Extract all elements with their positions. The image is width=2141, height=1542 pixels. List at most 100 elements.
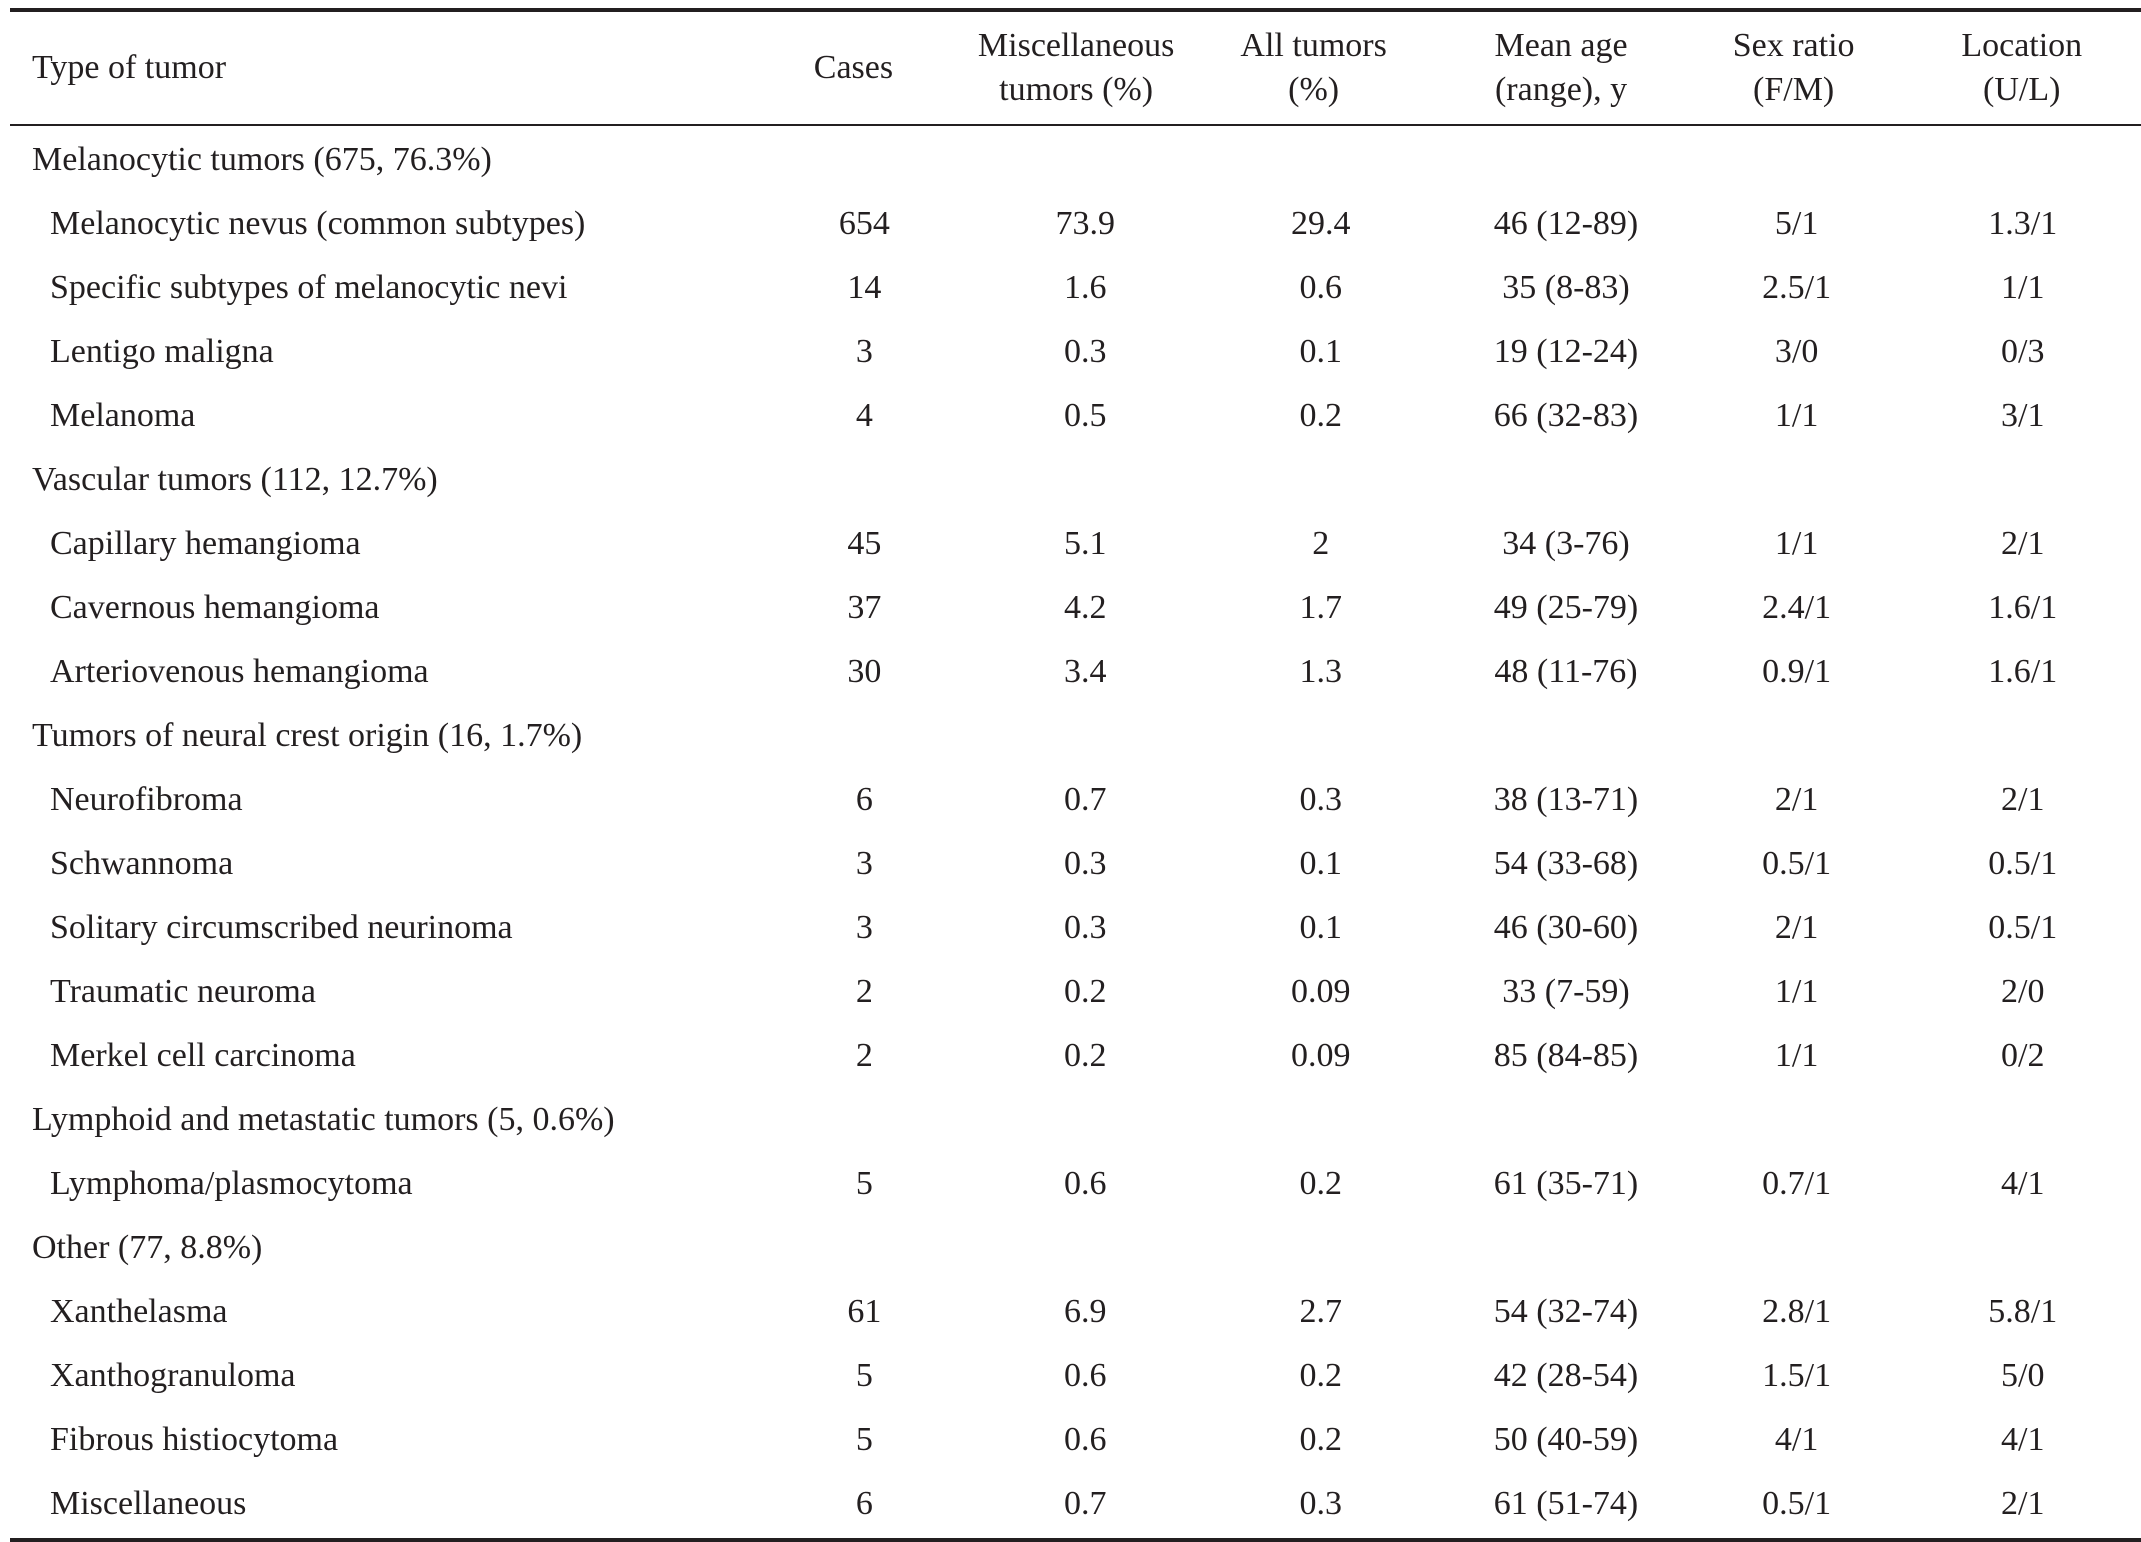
cell-sex-ratio: 1/1 (1689, 396, 1905, 436)
cell-mean-age: 49 (25-79) (1443, 588, 1688, 628)
cell-misc-pct: 0.6 (972, 1420, 1198, 1460)
cell-mean-age: 46 (12-89) (1443, 204, 1688, 244)
cell-sex-ratio: 0.9/1 (1689, 652, 1905, 692)
header-all: All tumors (%) (1190, 24, 1437, 112)
cell-cases: 654 (756, 204, 972, 244)
cell-misc-pct: 0.6 (972, 1164, 1198, 1204)
header-age-line2: (range), y (1437, 68, 1684, 112)
cell-mean-age: 46 (30-60) (1443, 908, 1688, 948)
table-header: Type of tumor Cases Miscellaneous tumors… (10, 12, 2141, 124)
cell-misc-pct: 0.3 (972, 844, 1198, 884)
cell-cases: 4 (756, 396, 972, 436)
cell-all-pct: 0.09 (1198, 1036, 1443, 1076)
cell-location: 0.5/1 (1905, 908, 2141, 948)
cell-location: 0/3 (1905, 332, 2141, 372)
group-title: Lymphoid and metastatic tumors (5, 0.6%) (10, 1100, 615, 1140)
cell-all-pct: 2 (1198, 524, 1443, 564)
header-age: Mean age (range), y (1437, 24, 1684, 112)
cell-misc-pct: 0.7 (972, 780, 1198, 820)
cell-tumor-type: Lymphoma/plasmocytoma (10, 1164, 756, 1204)
header-all-line2: (%) (1190, 68, 1437, 112)
group-header-row: Other (77, 8.8%) (10, 1216, 2141, 1280)
cell-mean-age: 54 (33-68) (1443, 844, 1688, 884)
cell-tumor-type: Miscellaneous (10, 1484, 756, 1524)
cell-cases: 30 (756, 652, 972, 692)
cell-location: 5/0 (1905, 1356, 2141, 1396)
cell-tumor-type: Melanocytic nevus (common subtypes) (10, 204, 756, 244)
cell-location: 3/1 (1905, 396, 2141, 436)
group-header-row: Melanocytic tumors (675, 76.3%) (10, 128, 2141, 192)
cell-sex-ratio: 2/1 (1689, 908, 1905, 948)
cell-all-pct: 0.2 (1198, 1420, 1443, 1460)
cell-location: 1.6/1 (1905, 652, 2141, 692)
cell-location: 4/1 (1905, 1164, 2141, 1204)
cell-cases: 3 (756, 844, 972, 884)
cell-cases: 3 (756, 332, 972, 372)
group-header-row: Lymphoid and metastatic tumors (5, 0.6%) (10, 1088, 2141, 1152)
cell-tumor-type: Neurofibroma (10, 780, 756, 820)
cell-misc-pct: 3.4 (972, 652, 1198, 692)
cell-location: 1.6/1 (1905, 588, 2141, 628)
cell-tumor-type: Capillary hemangioma (10, 524, 756, 564)
header-loc-line2: (U/L) (1903, 68, 2141, 112)
cell-location: 1.3/1 (1905, 204, 2141, 244)
header-misc-line1: Miscellaneous (962, 24, 1190, 68)
cell-sex-ratio: 2.8/1 (1689, 1292, 1905, 1332)
cell-sex-ratio: 3/0 (1689, 332, 1905, 372)
cell-mean-age: 35 (8-83) (1443, 268, 1688, 308)
cell-all-pct: 0.3 (1198, 1484, 1443, 1524)
cell-location: 0/2 (1905, 1036, 2141, 1076)
cell-tumor-type: Solitary circumscribed neurinoma (10, 908, 756, 948)
cell-mean-age: 85 (84-85) (1443, 1036, 1688, 1076)
cell-sex-ratio: 4/1 (1689, 1420, 1905, 1460)
header-sex: Sex ratio (F/M) (1685, 24, 1903, 112)
cell-cases: 3 (756, 908, 972, 948)
table-body: Melanocytic tumors (675, 76.3%) Melanocyt… (10, 126, 2141, 1538)
cell-sex-ratio: 1.5/1 (1689, 1356, 1905, 1396)
group-title: Tumors of neural crest origin (16, 1.7%) (10, 716, 582, 756)
cell-tumor-type: Specific subtypes of melanocytic nevi (10, 268, 756, 308)
table-bottom-rule (10, 1538, 2141, 1542)
cell-mean-age: 38 (13-71) (1443, 780, 1688, 820)
cell-sex-ratio: 0.5/1 (1689, 1484, 1905, 1524)
cell-misc-pct: 4.2 (972, 588, 1198, 628)
cell-tumor-type: Cavernous hemangioma (10, 588, 756, 628)
cell-tumor-type: Arteriovenous hemangioma (10, 652, 756, 692)
cell-location: 2/1 (1905, 524, 2141, 564)
cell-cases: 6 (756, 1484, 972, 1524)
cell-sex-ratio: 2.4/1 (1689, 588, 1905, 628)
cell-location: 2/1 (1905, 1484, 2141, 1524)
header-sex-line1: Sex ratio (1685, 24, 1903, 68)
cell-all-pct: 0.2 (1198, 396, 1443, 436)
cell-sex-ratio: 0.5/1 (1689, 844, 1905, 884)
cell-location: 2/0 (1905, 972, 2141, 1012)
cell-tumor-type: Traumatic neuroma (10, 972, 756, 1012)
cell-misc-pct: 6.9 (972, 1292, 1198, 1332)
cell-misc-pct: 73.9 (972, 204, 1198, 244)
cell-cases: 5 (756, 1164, 972, 1204)
cell-misc-pct: 5.1 (972, 524, 1198, 564)
header-misc: Miscellaneous tumors (%) (962, 24, 1190, 112)
cell-mean-age: 61 (35-71) (1443, 1164, 1688, 1204)
cell-all-pct: 2.7 (1198, 1292, 1443, 1332)
cell-sex-ratio: 5/1 (1689, 204, 1905, 244)
cell-sex-ratio: 2.5/1 (1689, 268, 1905, 308)
cell-cases: 6 (756, 780, 972, 820)
cell-all-pct: 0.09 (1198, 972, 1443, 1012)
cell-mean-age: 61 (51-74) (1443, 1484, 1688, 1524)
cell-all-pct: 0.3 (1198, 780, 1443, 820)
cell-mean-age: 48 (11-76) (1443, 652, 1688, 692)
header-loc: Location (U/L) (1903, 24, 2141, 112)
cell-misc-pct: 0.6 (972, 1356, 1198, 1396)
cell-all-pct: 0.1 (1198, 844, 1443, 884)
